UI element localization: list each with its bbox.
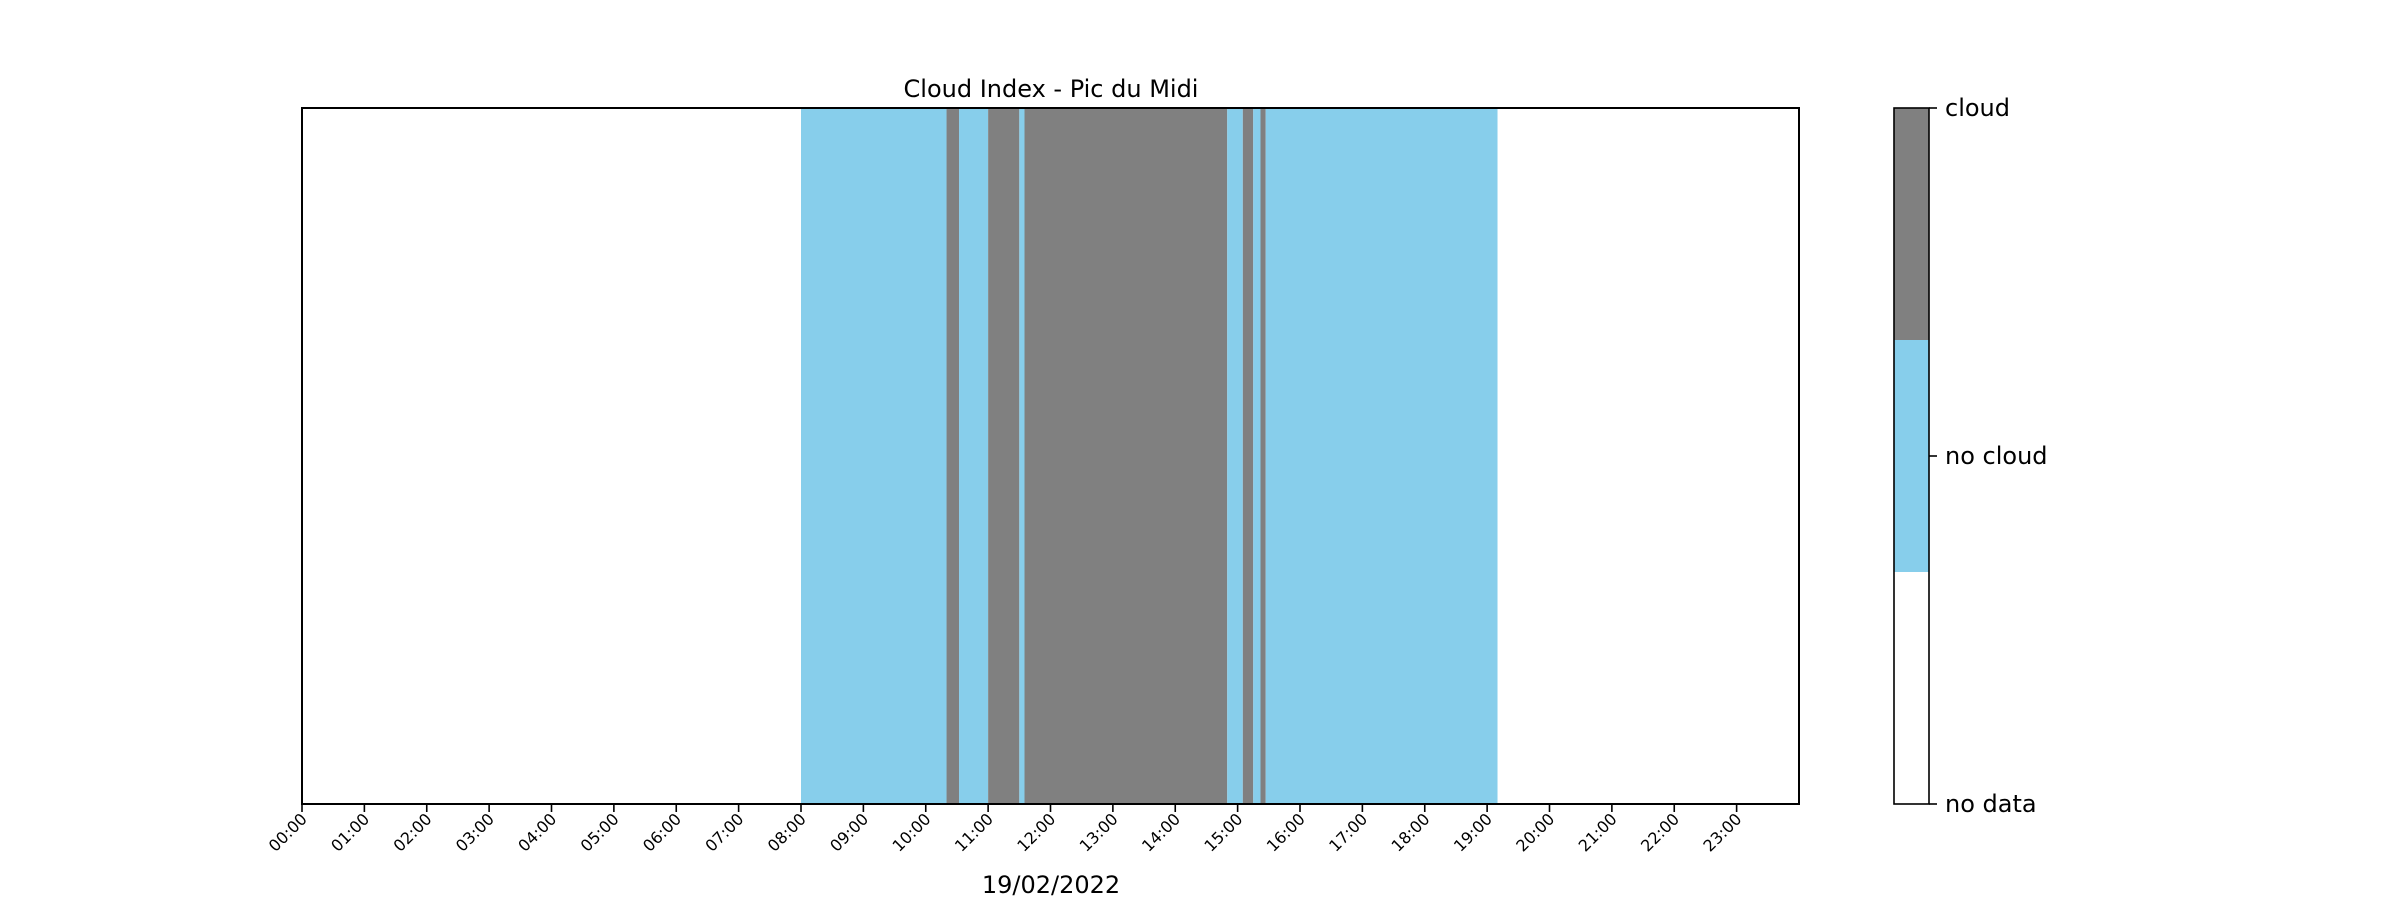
colorbar: no data no cloud cloud — [1893, 94, 2048, 818]
cloud-segments — [801, 108, 1498, 804]
segment-no-cloud-2 — [959, 108, 989, 804]
segment-cloud-9 — [1260, 108, 1266, 804]
segment-no-cloud-8 — [1253, 108, 1261, 804]
segment-no-cloud-10 — [1265, 108, 1498, 804]
x-tick-label: 12:00 — [1013, 809, 1059, 855]
colorbar-swatch-no-cloud — [1894, 340, 1929, 572]
x-tick-label: 07:00 — [701, 809, 747, 855]
colorbar-swatch-cloud — [1894, 108, 1929, 340]
x-tick-label: 14:00 — [1138, 809, 1184, 855]
segment-no-cloud-0 — [801, 108, 947, 804]
chart-title: Cloud Index - Pic du Midi — [904, 75, 1199, 103]
x-tick-label: 01:00 — [327, 809, 373, 855]
x-tick-label: 02:00 — [390, 809, 436, 855]
segment-no-cloud-6 — [1227, 108, 1243, 804]
x-tick-label: 20:00 — [1512, 809, 1558, 855]
x-tick-label: 15:00 — [1200, 809, 1246, 855]
colorbar-label-no-cloud: no cloud — [1945, 442, 2048, 470]
x-axis-label: 19/02/2022 — [982, 871, 1120, 899]
x-tick-label: 22:00 — [1637, 809, 1683, 855]
x-tick-label: 03:00 — [452, 809, 498, 855]
x-tick-label: 11:00 — [951, 809, 997, 855]
x-tick-label: 09:00 — [826, 809, 872, 855]
x-tick-label: 04:00 — [514, 809, 560, 855]
segment-cloud-1 — [946, 108, 960, 804]
x-tick-label: 05:00 — [577, 809, 623, 855]
x-tick-label: 23:00 — [1699, 809, 1745, 855]
x-tick-label: 16:00 — [1263, 809, 1309, 855]
x-tick-label: 00:00 — [265, 809, 311, 855]
segment-cloud-7 — [1242, 108, 1254, 804]
x-axis-ticks: 00:00 01:00 02:00 03:00 04:00 05:00 06:00 07:00… — [265, 804, 1745, 855]
x-tick-label: 13:00 — [1076, 809, 1122, 855]
colorbar-label-no-data: no data — [1945, 790, 2037, 818]
segment-no-cloud-4 — [1019, 108, 1025, 804]
segment-cloud-5 — [1024, 108, 1228, 804]
x-tick-label: 18:00 — [1388, 809, 1434, 855]
x-tick-label: 06:00 — [639, 809, 685, 855]
x-tick-label: 19:00 — [1450, 809, 1496, 855]
colorbar-label-cloud: cloud — [1945, 94, 2010, 122]
x-tick-label: 21:00 — [1575, 809, 1621, 855]
segment-cloud-3 — [988, 108, 1020, 804]
x-tick-label: 17:00 — [1325, 809, 1371, 855]
x-tick-label: 10:00 — [889, 809, 935, 855]
x-tick-label: 08:00 — [764, 809, 810, 855]
colorbar-swatch-no-data — [1894, 572, 1929, 804]
